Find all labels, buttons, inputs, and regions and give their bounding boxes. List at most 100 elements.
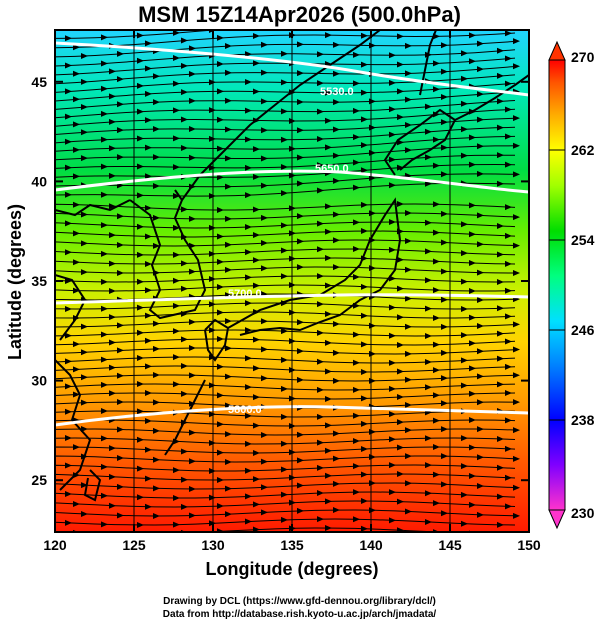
- wind-arrow: [73, 173, 80, 180]
- wind-arrow: [477, 116, 484, 123]
- wind-arrow: [81, 52, 88, 59]
- wind-arrow: [217, 116, 224, 123]
- wind-arrow: [145, 144, 152, 151]
- streamline: [55, 212, 516, 220]
- wind-arrow: [461, 250, 468, 257]
- wind-arrow: [245, 107, 252, 114]
- wind-arrow: [397, 394, 404, 401]
- wind-arrow: [65, 88, 72, 95]
- wind-arrow: [469, 202, 476, 209]
- x-tick-label: 140: [359, 537, 383, 553]
- wind-arrow: [441, 42, 448, 49]
- wind-arrow: [405, 121, 412, 128]
- wind-arrow: [101, 136, 108, 143]
- wind-arrow: [261, 98, 268, 105]
- streamline: [55, 248, 516, 256]
- wind-arrow: [173, 328, 180, 335]
- wind-arrow: [73, 201, 80, 208]
- wind-arrow: [65, 113, 72, 120]
- wind-arrow: [353, 489, 360, 496]
- wind-arrow: [425, 154, 432, 161]
- wind-arrow: [281, 79, 288, 86]
- wind-arrow: [361, 471, 368, 478]
- wind-arrow: [317, 386, 324, 393]
- wind-arrow: [353, 412, 360, 419]
- wind-arrow: [317, 516, 324, 523]
- wind-arrow: [81, 511, 88, 518]
- wind-arrow: [505, 363, 512, 370]
- y-tick-label: 30: [31, 373, 47, 389]
- wind-arrow: [65, 35, 72, 42]
- wind-arrow: [389, 246, 396, 253]
- wind-arrow: [173, 521, 180, 528]
- wind-arrow: [425, 462, 432, 469]
- figure-title: MSM 15Z14Apr2026 (500.0hPa): [138, 2, 461, 27]
- y-tick-label: 40: [31, 173, 47, 189]
- wind-arrow: [145, 117, 152, 124]
- wind-arrow: [137, 354, 144, 361]
- wind-arrow: [81, 269, 88, 276]
- wind-arrow: [353, 80, 360, 87]
- wind-arrow: [137, 408, 144, 415]
- wind-arrow: [325, 310, 332, 317]
- wind-arrow: [117, 269, 124, 276]
- contour-line-5800: [55, 405, 529, 427]
- russia-coast: [181, 30, 381, 201]
- x-tick-label: 150: [517, 537, 541, 553]
- wind-arrow: [117, 213, 124, 220]
- wind-arrow: [505, 390, 512, 397]
- wind-arrow: [425, 384, 432, 391]
- wind-arrow: [461, 126, 468, 133]
- wind-arrow: [469, 231, 476, 238]
- wind-arrow: [361, 498, 368, 505]
- y-tick-label: 35: [31, 273, 47, 289]
- wind-arrow: [101, 435, 108, 442]
- wind-arrow: [389, 52, 396, 59]
- wind-arrow: [81, 323, 88, 330]
- wind-arrow: [333, 264, 340, 271]
- streamline: [55, 91, 516, 110]
- streamline: [55, 117, 516, 135]
- wind-arrow: [433, 258, 440, 265]
- wind-arrow: [441, 268, 448, 275]
- wind-arrow: [433, 444, 440, 451]
- wind-arrow: [469, 340, 476, 347]
- wind-arrow: [65, 435, 72, 442]
- wind-arrow: [261, 155, 268, 162]
- wind-arrow: [461, 357, 468, 364]
- wind-arrow: [101, 408, 108, 415]
- wind-arrow: [461, 435, 468, 442]
- wind-arrow: [225, 511, 232, 518]
- wind-arrow: [441, 119, 448, 126]
- wind-arrow: [253, 146, 260, 153]
- wind-arrow: [281, 440, 288, 447]
- x-tick-label: 135: [280, 537, 304, 553]
- wind-arrow: [181, 144, 188, 151]
- wind-arrow: [397, 256, 404, 263]
- wind-arrow: [137, 436, 144, 443]
- wind-arrow: [325, 339, 332, 346]
- wind-arrow: [281, 466, 288, 473]
- wind-arrow: [101, 492, 108, 499]
- wind-arrow: [281, 491, 288, 498]
- wind-arrow: [353, 331, 360, 338]
- wind-arrow: [389, 24, 396, 30]
- wind-arrow: [189, 372, 196, 379]
- wind-arrow: [137, 135, 144, 142]
- wind-arrow: [189, 215, 196, 222]
- wind-arrow: [397, 419, 404, 426]
- wind-arrow: [353, 516, 360, 523]
- wind-arrow: [461, 491, 468, 498]
- wind-arrow: [469, 161, 476, 168]
- wind-arrow: [441, 375, 448, 382]
- wind-arrow: [469, 314, 476, 321]
- wind-arrow: [405, 147, 412, 154]
- wind-arrow: [397, 314, 404, 321]
- wind-arrow: [317, 220, 324, 227]
- wind-arrow: [109, 232, 116, 239]
- wind-arrow: [325, 89, 332, 96]
- wind-arrow: [325, 395, 332, 402]
- wind-arrow: [317, 273, 324, 280]
- wind-arrow: [433, 229, 440, 236]
- wind-arrow: [469, 32, 476, 39]
